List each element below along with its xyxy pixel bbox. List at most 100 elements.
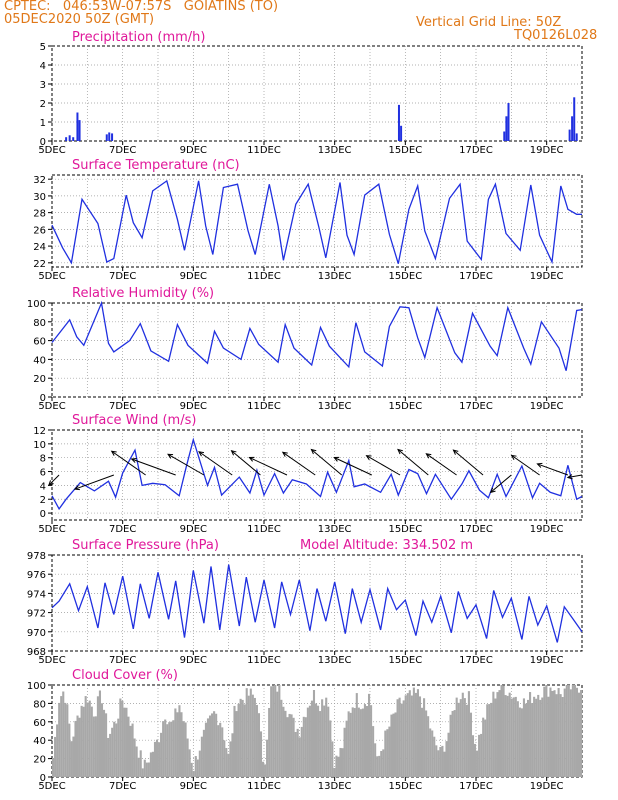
cloud-bar	[557, 688, 560, 777]
cloud-bar	[129, 725, 132, 777]
cloud-bar	[378, 755, 381, 777]
cloud-bar	[204, 722, 208, 777]
cloud-bar	[266, 739, 269, 777]
cloud-bar	[577, 692, 581, 777]
x-tick-label: 19DEC	[530, 401, 564, 412]
cloud-bar	[88, 700, 91, 777]
cloud-bar	[359, 709, 362, 777]
cloud-bar	[259, 731, 263, 777]
station-header: CPTEC: 046:53W-07:57S GOIATINS (TO)	[4, 0, 279, 14]
cloud-bar	[155, 739, 159, 777]
y-tick-label: 80	[33, 699, 46, 710]
cloud-bar	[447, 732, 450, 777]
cloud-bar	[500, 685, 503, 777]
x-tick-label: 17DEC	[459, 401, 493, 412]
y-tick-label: 24	[33, 242, 46, 253]
cloud-bar	[78, 717, 81, 777]
cloud-bar	[290, 714, 293, 777]
cloud-bar	[535, 698, 538, 777]
cloud-bar	[243, 704, 246, 777]
cloud-bar	[394, 712, 397, 777]
cloud-bar	[390, 714, 393, 777]
cloud-bar	[168, 722, 171, 777]
wind-vector-head	[198, 451, 205, 457]
cloud-bar	[504, 695, 507, 777]
cloud-bar	[416, 689, 420, 777]
cloud-bar	[206, 718, 210, 777]
wind-vector-head	[333, 456, 340, 462]
cloud-bar	[418, 696, 422, 777]
cloud-bar	[319, 711, 322, 777]
cloud-bar	[237, 703, 240, 777]
cloud-bar	[533, 696, 536, 777]
cloud-bar	[54, 736, 57, 777]
cloud-bar	[408, 690, 411, 777]
cloud-bar	[284, 710, 287, 777]
cloud-bar	[427, 716, 430, 777]
series-line	[51, 437, 583, 511]
y-tick-label: 8	[40, 454, 46, 465]
cloud-bar	[174, 708, 177, 777]
y-tick-label: 32	[33, 175, 46, 186]
cloud-bar	[80, 705, 83, 777]
wind-vector	[282, 451, 316, 476]
cloud-bar	[186, 738, 189, 777]
cloud-bar	[439, 747, 442, 777]
cloud-bar	[105, 713, 108, 777]
cloud-bar	[123, 707, 126, 777]
cloud-bar	[484, 719, 487, 777]
x-tick-label: 15DEC	[388, 401, 422, 412]
cloud-bar	[341, 748, 344, 777]
y-tick-label: 2	[40, 495, 46, 506]
cloud-bar	[294, 732, 297, 777]
cloud-bar	[288, 713, 291, 777]
wind-vector-head	[425, 453, 432, 459]
cloud-bar	[467, 691, 470, 777]
cloud-bar	[292, 717, 295, 777]
y-tick-label: 4	[40, 481, 46, 492]
y-tick-label: 3	[40, 80, 46, 91]
cloud-bar	[82, 706, 85, 777]
cloud-bar	[476, 750, 479, 777]
y-tick-label: 2	[40, 99, 46, 110]
series-line	[51, 179, 582, 265]
cloud-bar	[349, 712, 352, 777]
x-tick-label: 9DEC	[180, 781, 207, 792]
x-tick-label: 7DEC	[109, 655, 136, 666]
cloud-bar	[312, 690, 316, 777]
cloud-bar	[575, 687, 579, 777]
cloud-bar	[488, 704, 491, 777]
precip-bar	[111, 133, 114, 141]
cloud-bar	[162, 721, 165, 777]
x-tick-label: 19DEC	[530, 781, 564, 792]
cloud-bar	[317, 705, 320, 777]
cloud-bar	[211, 713, 214, 777]
cloud-bar	[384, 730, 387, 777]
cloud-bar	[482, 717, 485, 777]
x-tick-label: 5DEC	[38, 145, 65, 156]
cloud-bar	[149, 752, 152, 777]
precip-bar	[68, 135, 71, 141]
cloud-bar	[420, 707, 424, 777]
y-tick-label: 0	[40, 773, 46, 784]
wind-vector	[567, 474, 583, 478]
y-tick-label: 968	[27, 647, 46, 658]
cloud-bar	[545, 685, 548, 777]
cloud-bar	[543, 686, 546, 777]
wind-vector-head	[510, 454, 517, 460]
cloud-bar	[486, 704, 489, 777]
wind-vector-head	[48, 480, 54, 486]
cloud-bar	[98, 690, 102, 777]
cloud-bar	[170, 721, 173, 777]
wind-vector	[111, 450, 146, 476]
cloud-bar	[298, 737, 301, 777]
cloud-bar	[188, 749, 191, 777]
cloud-bar	[190, 762, 193, 777]
cloud-bar	[62, 691, 65, 777]
cloud-bar	[480, 733, 483, 777]
series-line	[51, 300, 583, 371]
cloud-bar	[524, 703, 528, 777]
cloud-bar	[435, 745, 438, 777]
cloud-bar	[571, 685, 574, 777]
cloud-bar	[329, 720, 332, 777]
